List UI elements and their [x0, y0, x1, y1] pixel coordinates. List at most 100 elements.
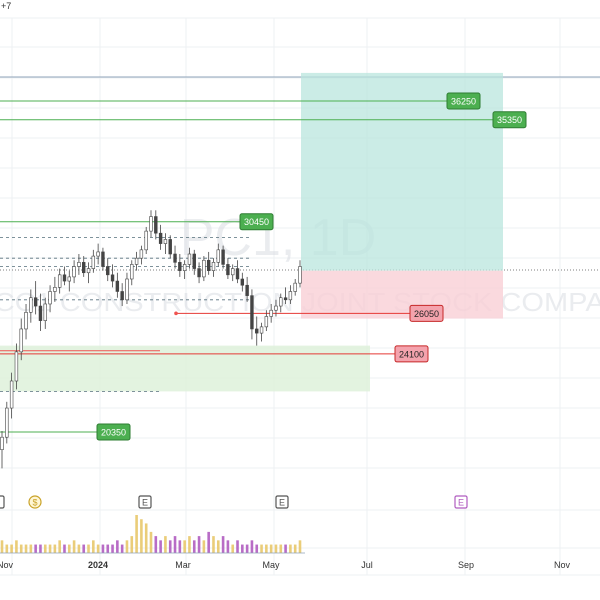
candle-19	[91, 249, 96, 273]
candle-body-41	[197, 268, 201, 278]
candle-2	[9, 372, 14, 419]
candle-60	[288, 285, 293, 304]
volume-bar-25	[120, 544, 124, 553]
volume-bar-36	[173, 536, 177, 553]
candle-body-42	[202, 259, 206, 278]
candle-50	[240, 272, 245, 292]
candle-12	[57, 268, 62, 294]
candle-body-31	[149, 216, 153, 232]
candle-body-1	[5, 407, 9, 438]
candle-20	[96, 243, 100, 265]
dividend-icon	[28, 495, 42, 509]
volume-bar-42	[202, 540, 206, 553]
candle-body-25	[120, 291, 124, 301]
volume-bar-13	[63, 544, 66, 553]
candle-25	[120, 283, 124, 307]
candle-10	[48, 285, 52, 313]
candle-body-27	[130, 264, 134, 280]
volume-bar-26	[125, 540, 129, 553]
candle-55	[264, 310, 269, 332]
candle-body-23	[110, 274, 115, 282]
candle-52	[250, 289, 254, 340]
volume-bar-58	[279, 544, 283, 553]
candle-body-32	[154, 216, 158, 234]
candle-27	[130, 260, 134, 286]
candle-body-6	[29, 297, 33, 313]
volume-bar-46	[221, 536, 225, 553]
candle-body-24	[115, 280, 120, 292]
price-label-box-3	[409, 304, 444, 322]
candle-body-18	[86, 268, 91, 274]
candle-18	[86, 262, 91, 284]
candle-body-22	[106, 266, 110, 276]
volume-bar-43	[207, 531, 210, 553]
volume-bar-37	[178, 540, 182, 553]
volume-bar-24	[116, 540, 119, 553]
candle-26	[125, 272, 129, 304]
candle-body-12	[57, 274, 62, 288]
candle-35	[168, 235, 172, 259]
horizontal-lines-layer	[0, 100, 493, 433]
candle-56	[269, 303, 273, 323]
volume-bar-33	[159, 540, 162, 553]
candle-6	[29, 289, 33, 323]
price-label-box-1	[492, 111, 527, 129]
volume-bar-10	[48, 544, 52, 553]
candle-38	[182, 260, 187, 279]
candle-21	[101, 247, 105, 271]
candle-49	[235, 260, 240, 284]
volume-bar-20	[96, 544, 100, 553]
volume-bar-12	[58, 540, 61, 553]
price-label-text-3: 26050	[414, 309, 439, 319]
volume-bar-40	[192, 540, 196, 553]
candle-body-37	[178, 262, 182, 271]
candle-body-16	[77, 262, 81, 267]
volume-bar-11	[53, 544, 57, 553]
candle-body-55	[264, 316, 269, 328]
volume-bar-59	[284, 544, 287, 553]
x-tick-label-5: Sep	[458, 560, 474, 570]
volume-bar-4	[19, 544, 23, 553]
candle-13	[62, 266, 67, 286]
volume-bar-39	[188, 536, 191, 553]
volume-bar-19	[92, 540, 95, 553]
volume-bar-0	[0, 540, 4, 553]
candle-body-52	[250, 295, 254, 330]
price-label-box-0	[446, 92, 481, 110]
candle-61	[293, 278, 297, 296]
candles-layer	[0, 210, 302, 469]
candle-body-51	[245, 284, 249, 296]
event-marker-edge	[0, 495, 5, 509]
volume-bar-47	[226, 540, 230, 553]
price-label-box-2	[239, 213, 274, 231]
volume-bar-23	[111, 544, 114, 553]
candle-62	[298, 260, 302, 288]
candle-32	[154, 210, 158, 240]
volume-bar-62	[298, 540, 302, 553]
candle-31	[149, 210, 153, 238]
candle-body-8	[38, 305, 43, 321]
volume-bar-1	[5, 544, 9, 553]
candle-body-46	[221, 249, 225, 265]
x-tick-label-1: 2024	[88, 560, 108, 570]
volume-bar-28	[135, 515, 138, 553]
candle-39	[187, 247, 192, 269]
candle-body-29	[139, 249, 144, 259]
volume-bar-60	[289, 544, 292, 553]
volume-bar-49	[236, 540, 239, 553]
candle-body-43	[206, 259, 211, 271]
price-label-text-2: 30450	[244, 217, 269, 227]
price-label-30450: 30450	[239, 213, 274, 231]
candle-47	[226, 258, 230, 279]
support-zone	[0, 345, 370, 392]
candle-59	[283, 287, 288, 304]
candle-body-34	[163, 239, 168, 244]
candle-body-56	[269, 309, 273, 317]
price-label-24100: 24100	[394, 345, 429, 363]
event-marker-0: $	[28, 495, 42, 509]
candle-51	[245, 276, 249, 302]
candle-45	[216, 243, 220, 267]
candle-34	[163, 233, 168, 255]
candle-44	[211, 258, 216, 277]
